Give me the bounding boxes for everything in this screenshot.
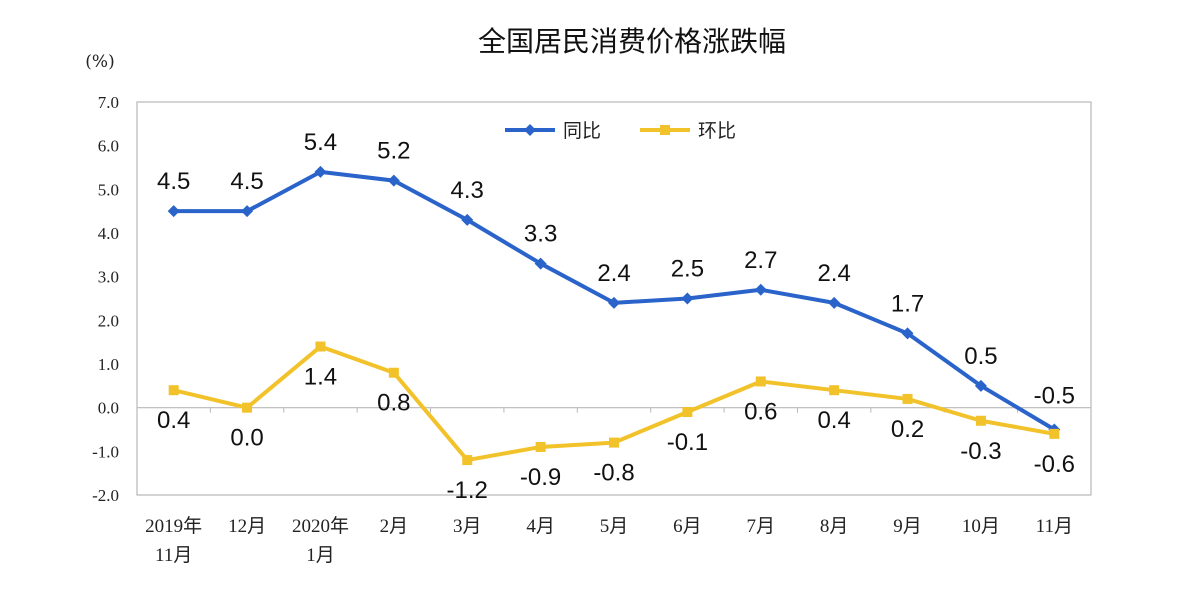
data-label: 5.2 [377, 138, 410, 165]
data-point [241, 205, 254, 218]
data-point [608, 296, 620, 309]
data-label: -0.6 [1034, 451, 1075, 478]
y-unit-label: (%) [85, 52, 114, 72]
data-label: -0.1 [667, 429, 708, 456]
data-label: 0.2 [891, 416, 924, 443]
y-tick-label: 4.0 [98, 224, 119, 243]
data-point [609, 437, 619, 448]
y-tick-label: 6.0 [98, 137, 119, 156]
data-label: -0.9 [520, 464, 561, 491]
x-tick-label: 2020年 [292, 515, 349, 537]
data-point [975, 415, 986, 426]
data-point [828, 296, 841, 309]
y-tick-label: 7.0 [98, 93, 119, 112]
y-tick-label: -1.0 [92, 442, 119, 461]
data-label: 0.4 [817, 407, 850, 434]
y-axis: 7.0 6.0 5.0 4.0 3.0 2.0 1.0 0.0 -1.0 -2.0 [92, 93, 119, 505]
data-label: 1.7 [891, 290, 924, 317]
x-tick-label: 5月 [600, 516, 629, 537]
data-point [462, 455, 473, 466]
x-tick-label: 6月 [673, 516, 702, 537]
x-tick-label: 3月 [453, 516, 482, 537]
data-point [1049, 428, 1060, 439]
data-label: 0.4 [157, 407, 190, 434]
y-tick-label: 3.0 [98, 268, 119, 287]
data-label: 3.3 [524, 221, 557, 248]
data-point [461, 213, 474, 226]
legend-label: 环比 [698, 120, 736, 142]
data-point [314, 165, 327, 178]
x-axis: 2019年 11月 12月 2020年 1月 2月 3月 4月 5月 6月 7月 8月 9月 10月 11月 [145, 407, 1073, 566]
x-tick-label: 8月 [820, 516, 849, 537]
x-tick-label: 9月 [893, 516, 922, 537]
data-point [901, 327, 914, 340]
legend: 同比 环比 [505, 120, 736, 142]
data-point [682, 407, 693, 418]
x-tick-label: 12月 [228, 516, 266, 537]
data-label: 5.4 [304, 129, 337, 156]
data-point [535, 441, 546, 452]
x-tick-label: 2019年 [145, 515, 202, 537]
data-point [168, 385, 179, 396]
data-point [167, 205, 180, 218]
y-tick-label: 1.0 [98, 355, 119, 374]
data-point [754, 283, 767, 296]
data-label: 4.3 [451, 177, 484, 204]
data-label: 1.4 [304, 364, 337, 391]
data-point [974, 379, 987, 392]
data-label: 2.4 [597, 260, 630, 287]
x-tick-label: 7月 [747, 516, 776, 537]
series-yoy: 4.5 4.5 5.4 5.2 4.3 3.3 2.4 2.5 2.7 2.4 1.7 0.5 -0.5 [157, 129, 1075, 436]
legend-label: 同比 [563, 120, 601, 142]
x-tick-label: 2月 [380, 516, 409, 537]
data-label: 2.4 [817, 260, 850, 287]
data-point [681, 292, 694, 305]
data-label: -1.2 [447, 477, 488, 504]
chart-title: 全国居民消费价格涨跌幅 [478, 25, 786, 58]
data-label: 0.6 [744, 398, 777, 425]
data-label: 2.5 [671, 256, 704, 283]
data-label: 4.5 [230, 168, 263, 195]
data-point [315, 341, 326, 352]
x-tick-label: 11月 [155, 545, 192, 566]
legend-swatch-marker [524, 124, 536, 136]
data-point [534, 257, 547, 270]
x-tick-label: 4月 [526, 516, 555, 537]
y-tick-label: 2.0 [98, 311, 119, 330]
plot-area [136, 101, 1092, 496]
data-label: 2.7 [744, 247, 777, 274]
data-label: 4.5 [157, 168, 190, 195]
data-label: 0.5 [964, 343, 997, 370]
x-tick-label: 11月 [1036, 516, 1073, 537]
legend-item-mom: 环比 [640, 120, 736, 142]
data-point [387, 174, 400, 187]
data-label: 0.0 [230, 425, 263, 452]
data-label: -0.3 [960, 438, 1001, 465]
series-mom: 0.4 0.0 1.4 0.8 -1.2 -0.9 -0.8 -0.1 0.6 0.4 0.2 -0.… [157, 341, 1075, 504]
legend-item-yoy: 同比 [505, 120, 601, 142]
data-label: -0.5 [1034, 383, 1075, 410]
data-point [755, 376, 766, 387]
y-tick-label: 5.0 [98, 180, 119, 199]
x-tick-label: 1月 [306, 545, 335, 566]
data-point [902, 393, 913, 404]
legend-swatch-marker [660, 125, 670, 135]
series-group: 4.5 4.5 5.4 5.2 4.3 3.3 2.4 2.5 2.7 2.4 1.7 0.5 -0.5… [157, 129, 1075, 504]
y-tick-label: 0.0 [98, 399, 119, 418]
data-point [829, 385, 840, 396]
y-tick-label: -2.0 [92, 486, 119, 505]
data-label: -0.8 [593, 460, 634, 487]
data-point [242, 402, 253, 413]
data-point [388, 367, 399, 378]
data-label: 0.8 [377, 390, 410, 417]
x-tick-label: 10月 [962, 516, 1000, 537]
